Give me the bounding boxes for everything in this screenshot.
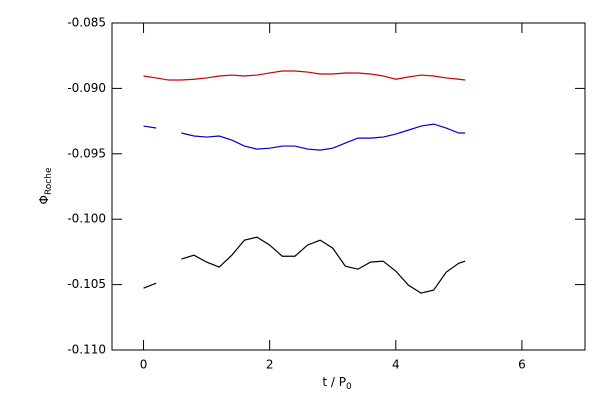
x-tick-label: 4 bbox=[392, 358, 400, 372]
series-line bbox=[143, 123, 466, 151]
plot-frame bbox=[111, 22, 586, 351]
series-line bbox=[143, 236, 466, 294]
y-axis-label-sub: Roche bbox=[44, 167, 54, 195]
series-line bbox=[143, 70, 466, 81]
y-tick-label: -0.110 bbox=[67, 343, 106, 357]
y-tick-label: -0.100 bbox=[67, 212, 106, 226]
x-tick-label: 6 bbox=[518, 358, 526, 372]
x-tick-label: 2 bbox=[266, 358, 274, 372]
x-axis-label-main: t / P bbox=[322, 375, 346, 389]
y-axis-label: ΦRoche bbox=[37, 167, 54, 204]
y-tick-label: -0.090 bbox=[67, 81, 106, 95]
y-axis-label-main: Φ bbox=[37, 195, 51, 204]
y-tick-label: -0.085 bbox=[67, 16, 106, 30]
x-tick-label: 0 bbox=[140, 358, 148, 372]
y-tick-label: -0.095 bbox=[67, 146, 106, 160]
x-axis-label: t / P0 bbox=[322, 375, 352, 392]
y-tick-label: -0.105 bbox=[67, 277, 106, 291]
x-axis-label-sub: 0 bbox=[346, 382, 352, 392]
